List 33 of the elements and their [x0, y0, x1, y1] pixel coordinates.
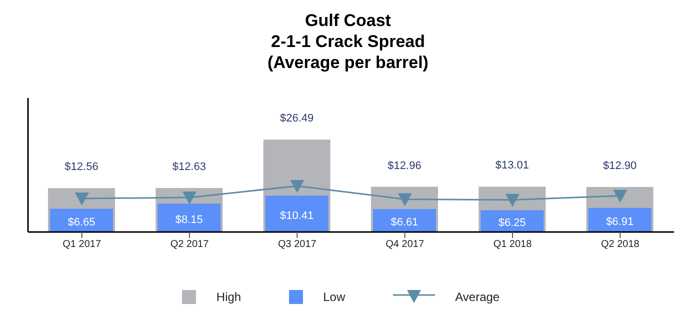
x-tick-label: Q4 2017 [386, 239, 424, 250]
bar [588, 208, 652, 232]
legend-label: Low [323, 290, 346, 304]
data-label: $13.01 [495, 160, 529, 172]
chart-title: Gulf Coast 2-1-1 Crack Spread (Average per barrel) [266, 10, 430, 74]
data-label: $6.65 [68, 216, 96, 228]
data-label: $12.96 [388, 160, 422, 172]
point [182, 191, 196, 204]
data-label: $12.90 [603, 160, 637, 172]
x-tick-label: Q1 2018 [493, 239, 532, 250]
bar [265, 196, 328, 232]
x-tick-label: Q3 2017 [278, 239, 317, 250]
point [290, 180, 304, 193]
x-tick-label: Q1 2017 [62, 239, 102, 250]
data-label: $10.41 [280, 210, 314, 222]
bar [158, 204, 221, 232]
point [506, 194, 520, 207]
data-label: $6.25 [498, 217, 526, 230]
bar [373, 208, 436, 232]
bar [480, 210, 544, 232]
data-label: $8.15 [175, 214, 203, 226]
data-label: $6.91 [606, 216, 634, 228]
data-label: $6.61 [390, 216, 418, 228]
point [74, 192, 89, 206]
x-tick-label: Q2 2017 [170, 239, 210, 250]
data-label: $12.56 [64, 161, 98, 174]
legend-label: High [216, 290, 242, 304]
data-label: $12.63 [172, 160, 206, 173]
x-tick-label: Q2 2018 [600, 239, 640, 250]
point [613, 190, 628, 203]
legend-label: Average [455, 290, 500, 304]
data-label: $26.49 [280, 112, 314, 125]
point [398, 193, 412, 206]
